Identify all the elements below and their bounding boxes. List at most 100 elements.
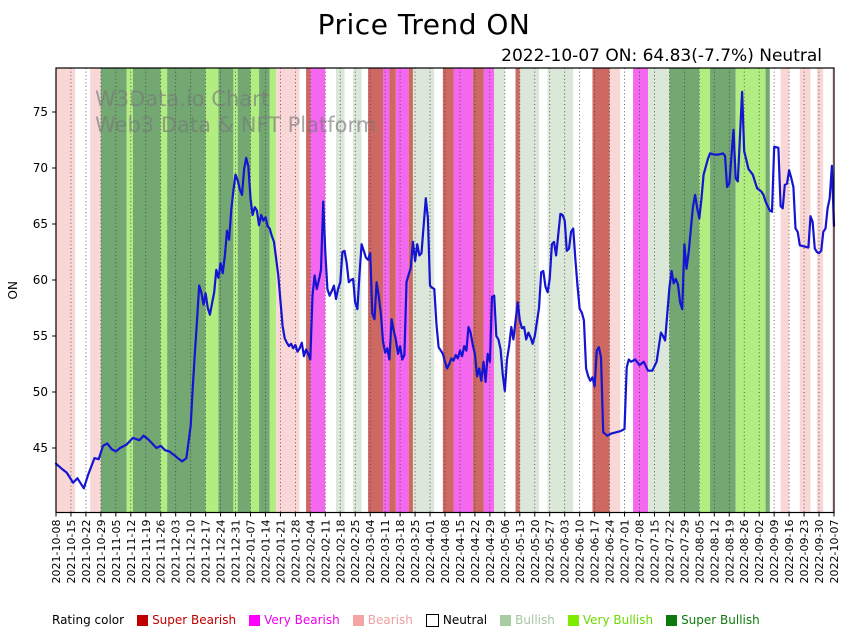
x-tick-label: 2021-10-15 — [65, 520, 78, 584]
plot-border — [55, 67, 835, 514]
rating-band-bullish — [494, 68, 505, 513]
x-tick-label: 2022-09-30 — [813, 520, 826, 584]
chart-title: Price Trend ON — [317, 8, 531, 41]
legend-item-bullish: Bullish — [500, 613, 555, 627]
rating-band-very_bearish — [383, 68, 390, 513]
x-tick-label: 2022-08-12 — [708, 520, 721, 584]
x-tick-label: 2022-07-08 — [634, 520, 647, 584]
y-axis-label: ON — [6, 281, 20, 299]
rating-band-super_bullish — [765, 68, 770, 513]
rating-band-bullish — [335, 68, 345, 513]
x-tick-label: 2022-08-05 — [693, 520, 706, 584]
rating-band-super_bearish — [306, 68, 311, 513]
rating-band-bearish — [831, 68, 834, 513]
legend-label: Super Bearish — [152, 613, 237, 627]
rating-band-super_bullish — [132, 68, 161, 513]
x-tick-label: 2022-08-19 — [723, 520, 736, 584]
rating-band-bearish — [799, 68, 811, 513]
x-tick-label: 2022-02-04 — [304, 520, 317, 584]
x-tick-label: 2022-07-22 — [663, 520, 676, 584]
x-tick-label: 2022-06-17 — [589, 520, 602, 584]
legend-swatch — [567, 614, 579, 626]
rating-band-very_bullish — [269, 68, 277, 513]
x-tick-label: 2022-08-26 — [738, 520, 751, 584]
x-tick-label: 2022-07-15 — [648, 520, 661, 584]
rating-band-neutral — [573, 68, 593, 513]
x-tick-label: 2022-09-02 — [753, 520, 766, 584]
rating-band-very_bullish — [233, 68, 238, 513]
legend-item-very-bullish: Very Bullish — [567, 613, 654, 627]
legend-item-very-bearish: Very Bearish — [249, 613, 340, 627]
rating-band-neutral — [810, 68, 817, 513]
y-tick-label: 55 — [33, 329, 48, 343]
x-tick-label: 2022-10-07 — [828, 520, 841, 584]
legend-label: Super Bullish — [681, 613, 760, 627]
x-tick-label: 2022-03-25 — [409, 520, 422, 584]
x-tick-label: 2022-09-16 — [783, 520, 796, 584]
x-tick-label: 2021-10-29 — [95, 520, 108, 584]
rating-band-super_bearish — [442, 68, 454, 513]
rating-band-super_bullish — [218, 68, 234, 513]
x-tick-label: 2022-09-09 — [768, 520, 781, 584]
legend-swatch — [666, 614, 678, 626]
rating-band-neutral — [823, 68, 832, 513]
x-tick-label: 2022-06-10 — [574, 520, 587, 584]
plot-area: 2021-10-08 2021-10-15 2021-10-22 2021-10-29… — [6, 67, 841, 584]
y-tick-label: 75 — [33, 105, 48, 119]
x-tick-label: 2021-12-17 — [200, 520, 213, 584]
legend-swatch — [500, 614, 512, 626]
legend-swatch — [352, 614, 364, 626]
x-tick-label: 2022-03-18 — [394, 520, 407, 584]
x-tick-label: 2022-06-24 — [604, 520, 617, 584]
x-tick-label: 2022-05-27 — [544, 520, 557, 584]
legend-label: Neutral — [442, 613, 488, 627]
x-tick-label: 2022-01-28 — [289, 520, 302, 584]
rating-band-super_bearish — [515, 68, 520, 513]
rating-band-bullish — [412, 68, 435, 513]
rating-band-very_bearish — [483, 68, 495, 513]
rating-band-very_bearish — [453, 68, 473, 513]
legend-swatch — [425, 613, 439, 627]
x-tick-label: 2022-07-01 — [619, 520, 632, 584]
rating-band-bearish — [609, 68, 621, 513]
rating-band-bullish — [648, 68, 670, 513]
rating-band-neutral — [344, 68, 354, 513]
rating-band-neutral — [434, 68, 443, 513]
rating-band-very_bullish — [126, 68, 133, 513]
x-tick-label: 2022-05-06 — [499, 520, 512, 584]
legend: Rating color Super Bearish Very Bearish Be… — [52, 613, 832, 627]
legend-label: Very Bullish — [582, 613, 654, 627]
x-tick-label: 2022-05-20 — [529, 520, 542, 584]
x-tick-label: 2022-06-03 — [559, 520, 572, 584]
chart-subtitle: 2022-10-07 ON: 64.83(-7.7%) Neutral — [501, 46, 822, 66]
rating-band-neutral — [325, 68, 336, 513]
legend-item-super-bearish: Super Bearish — [137, 613, 236, 627]
x-tick-label: 2022-04-01 — [424, 520, 437, 584]
x-tick-label: 2022-05-13 — [514, 520, 527, 584]
rating-band-super_bullish — [100, 68, 127, 513]
rating-band-super_bullish — [259, 68, 270, 513]
x-tick-label: 2021-10-08 — [50, 520, 63, 584]
rating-band-super_bearish — [472, 68, 484, 513]
x-tick-label: 2022-03-04 — [364, 520, 377, 584]
y-tick-label: 50 — [33, 385, 48, 399]
x-tick-label: 2021-12-24 — [215, 520, 228, 584]
rating-band-very_bullish — [699, 68, 711, 513]
y-tick-label: 70 — [33, 161, 48, 175]
x-tick-label: 2021-11-05 — [110, 520, 123, 584]
x-tick-label: 2022-02-11 — [319, 520, 332, 584]
y-tick-label: 60 — [33, 273, 48, 287]
price-trend-line — [54, 90, 836, 490]
x-tick-label: 2021-10-22 — [80, 520, 93, 584]
x-tick-label: 2021-12-10 — [185, 520, 198, 584]
rating-band-neutral — [789, 68, 800, 513]
rating-band-neutral — [539, 68, 548, 513]
x-tick-label: 2021-12-31 — [230, 520, 243, 584]
x-tick-label: 2022-02-18 — [334, 520, 347, 584]
rating-band-super_bullish — [710, 68, 736, 513]
rating-band-super_bullish — [669, 68, 700, 513]
x-tick-label: 2022-01-14 — [259, 520, 272, 584]
rating-band-super_bearish — [592, 68, 610, 513]
rating-band-very_bullish — [205, 68, 219, 513]
